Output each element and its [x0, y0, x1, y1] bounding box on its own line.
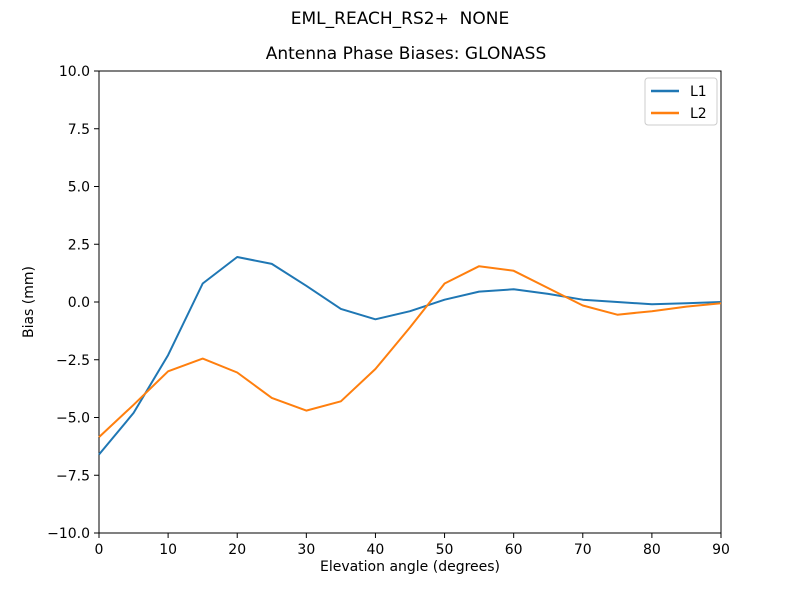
y-tick-label: 7.5: [68, 122, 90, 138]
x-tick-label: 70: [574, 542, 592, 558]
x-tick-label: 30: [297, 542, 315, 558]
x-tick-label: 0: [95, 542, 104, 558]
y-axis-label: Bias (mm): [21, 266, 37, 338]
x-tick-label: 90: [712, 542, 730, 558]
y-tick-label: −2.5: [56, 353, 90, 369]
plot-area: 0 10 20 30 40 50 60 70 80 90 10.0 7.5 5.0 2.5 0.0 −2.5 −…: [47, 64, 730, 558]
x-tick-label: 80: [643, 542, 661, 558]
axes-title: Antenna Phase Biases: GLONASS: [266, 44, 547, 64]
x-tick-label: 20: [228, 542, 246, 558]
y-tick-label: 10.0: [59, 64, 90, 80]
x-tick-label: 40: [367, 542, 385, 558]
x-tick-label: 50: [436, 542, 454, 558]
y-tick-label: −7.5: [56, 468, 90, 484]
series-line-L1: [98, 256, 722, 456]
legend-label-L1: L1: [690, 84, 707, 100]
x-axis-label: Elevation angle (degrees): [320, 559, 500, 575]
y-tick-label: 2.5: [68, 237, 90, 253]
y-tick-label: 5.0: [68, 180, 90, 196]
y-tick-label: −5.0: [56, 411, 90, 427]
y-tick-label: 0.0: [68, 295, 90, 311]
x-tick-label: 60: [505, 542, 523, 558]
figure-title: EML_REACH_RS2+ NONE: [291, 9, 509, 29]
series-line-L2: [98, 265, 722, 438]
x-tick-label: 10: [159, 542, 177, 558]
y-tick-label: −10.0: [47, 526, 90, 542]
legend-label-L2: L2: [690, 106, 707, 122]
